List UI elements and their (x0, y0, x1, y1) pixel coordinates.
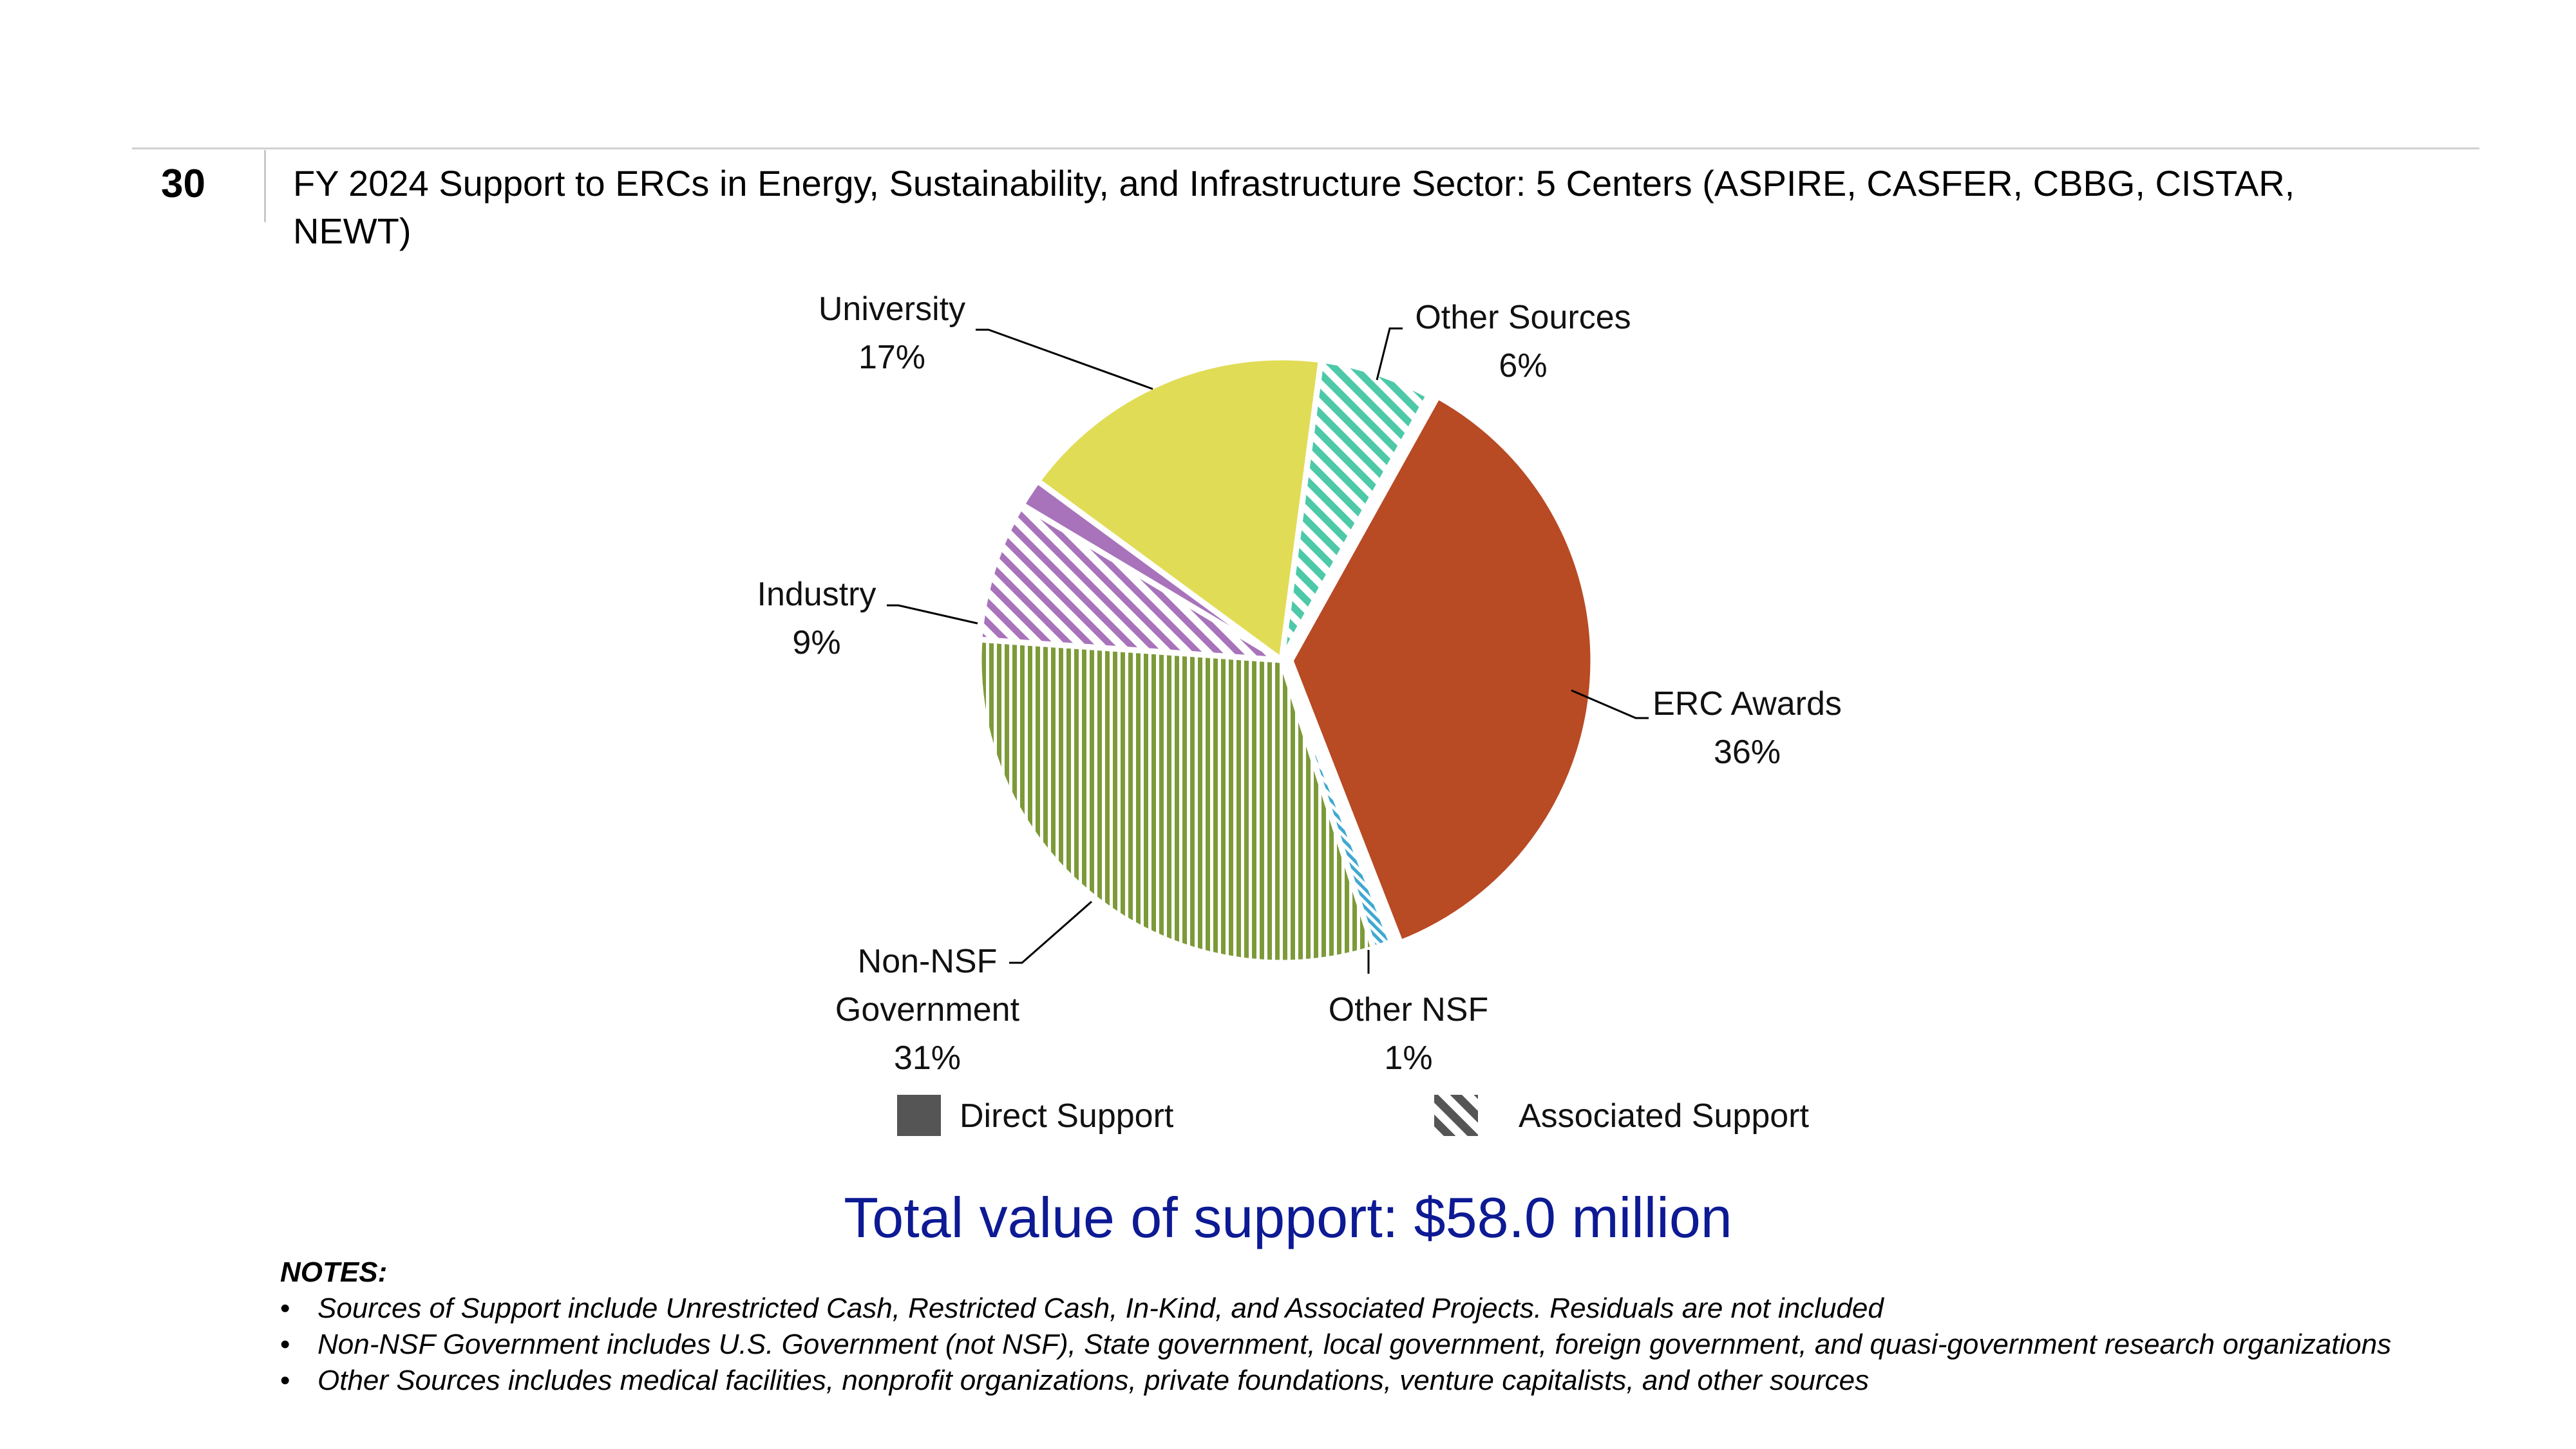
bullet: • (280, 1365, 290, 1396)
pie-slice-non-nsf-government-associated (976, 636, 1377, 966)
label-other-sources: Other Sources (1415, 299, 1631, 336)
pie-slice-industry-associated (976, 502, 1285, 663)
note-item: • Non-NSF Government includes U.S. Govern… (280, 1327, 2405, 1363)
label-university-pct: 17% (858, 339, 925, 376)
label-other-nsf-pct: 1% (1384, 1039, 1432, 1077)
legend-direct-swatch (897, 1095, 941, 1136)
label-other-sources-pct: 6% (1499, 347, 1547, 384)
legend-associated-swatch (1434, 1095, 1478, 1136)
leader-line-university (976, 328, 1153, 390)
notes-heading: NOTES: (280, 1256, 388, 1288)
leader-line-non-nsf-government (1009, 900, 1092, 964)
pie-slice-other-sources-associated (1278, 357, 1432, 663)
label-industry-pct: 9% (792, 624, 840, 661)
pie-slice-erc-awards-direct (1287, 393, 1596, 946)
chart-title: FY 2024 Support to ERCs in Energy, Susta… (293, 163, 2295, 251)
total-value: Total value of support: $58.0 million (844, 1186, 1732, 1249)
label-industry: Industry (757, 576, 876, 613)
header-rule (132, 147, 2479, 149)
legend-direct-label: Direct Support (960, 1097, 1174, 1135)
label-non-nsf-government-pct: 31% (894, 1039, 961, 1077)
header-separator (264, 150, 266, 222)
slide-number: 30 (161, 162, 205, 206)
note-text: Sources of Support include Unrestricted … (317, 1293, 1884, 1324)
legend-associated-label: Associated Support (1519, 1097, 1809, 1135)
pie-slice-university-direct (1034, 354, 1324, 663)
leader-line-other-sources (1376, 327, 1403, 381)
label-erc-awards-pct: 36% (1714, 734, 1781, 771)
note-text: Other Sources includes medical facilitie… (317, 1365, 1870, 1396)
label-non-nsf-government: Non-NSF (858, 943, 998, 980)
pie-chart: University 17% Other Sources 6% Industry… (757, 290, 1842, 1136)
bullet: • (280, 1293, 290, 1324)
label-erc-awards: ERC Awards (1653, 685, 1842, 723)
label-other-nsf: Other NSF (1329, 991, 1489, 1028)
label-university: University (819, 290, 965, 328)
notes: NOTES: • Sources of Support include Unres… (280, 1255, 2405, 1399)
note-item: • Other Sources includes medical faciliti… (280, 1363, 2405, 1399)
note-item: • Sources of Support include Unrestricted… (280, 1291, 2405, 1327)
note-text: Non-NSF Government includes U.S. Governm… (317, 1329, 2392, 1360)
label-non-nsf-government-2: Government (835, 991, 1020, 1028)
leader-line-industry (887, 604, 978, 625)
bullet: • (280, 1329, 290, 1360)
leader-line-erc-awards (1571, 689, 1649, 719)
